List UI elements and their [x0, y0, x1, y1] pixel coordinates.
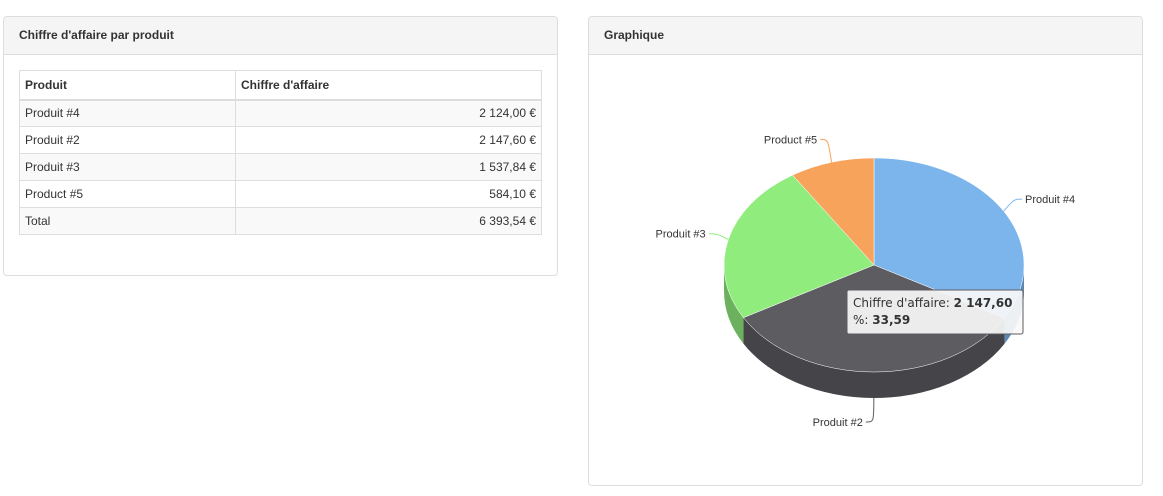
- tooltip-percent-line: %: 33,59: [853, 313, 910, 327]
- pie-connector-2: [708, 233, 729, 240]
- pie-connector-1: [865, 397, 875, 423]
- pie-connector-0: [1003, 198, 1023, 212]
- revenue-cell: 2 124,00 €: [235, 99, 542, 127]
- column-header-product: Produit: [19, 70, 236, 101]
- revenue-table-panel-title: Chiffre d'affaire par produit: [4, 17, 557, 55]
- pie-connector-3: [820, 138, 833, 163]
- table-row: Produit #3 1 537,84 €: [19, 153, 542, 181]
- pie-side-1: [743, 317, 1005, 399]
- column-header-revenue: Chiffre d'affaire: [235, 70, 542, 101]
- revenue-table-panel: Chiffre d'affaire par produit Produit Ch…: [3, 16, 558, 276]
- pie-label-1: Produit #2: [813, 417, 863, 429]
- revenue-cell: 584,10 €: [235, 180, 542, 208]
- table-row: Product #5 584,10 €: [19, 180, 542, 208]
- pie-label-0: Produit #4: [1025, 194, 1075, 206]
- table-row: Produit #2 2 147,60 €: [19, 126, 542, 154]
- chart-panel-title: Graphique: [589, 17, 1142, 55]
- pie-label-2: Produit #3: [656, 229, 706, 241]
- pie-chart: Produit #4 Produit #2 Produit #3 Product #5…: [656, 134, 1076, 429]
- total-label-cell: Total: [19, 207, 236, 235]
- tooltip-series-value: 2 147,60: [954, 296, 1013, 310]
- pie-label-3: Product #5: [764, 134, 817, 146]
- tooltip-percent-value: 33,59: [872, 313, 910, 327]
- product-cell: Produit #4: [19, 99, 236, 127]
- revenue-cell: 1 537,84 €: [235, 153, 542, 181]
- revenue-table: Produit Chiffre d'affaire Produit #4 2 1…: [19, 70, 542, 235]
- product-cell: Produit #3: [19, 153, 236, 181]
- table-header-row: Produit Chiffre d'affaire: [19, 70, 542, 101]
- pie-slice-2[interactable]: [723, 174, 875, 318]
- tooltip-series-label: Chiffre d'affaire:: [853, 296, 954, 310]
- chart-tooltip: Chiffre d'affaire: 2 147,60%: 33,59: [846, 289, 1024, 335]
- tooltip-box: [846, 289, 1024, 335]
- pie-side-2: [724, 265, 744, 344]
- product-cell: Produit #2: [19, 126, 236, 154]
- table-row: Produit #4 2 124,00 €: [19, 99, 542, 127]
- product-cell: Product #5: [19, 180, 236, 208]
- tooltip-percent-label: %:: [853, 313, 872, 327]
- chart-panel: Graphique Produit #4 Produit #2 Produit #3…: [588, 16, 1143, 486]
- pie-slice-3[interactable]: [792, 157, 875, 266]
- table-total-row: Total 6 393,54 €: [19, 207, 542, 235]
- tooltip-series-line: Chiffre d'affaire: 2 147,60: [853, 296, 1012, 310]
- revenue-cell: 2 147,60 €: [235, 126, 542, 154]
- total-value-cell: 6 393,54 €: [235, 207, 542, 235]
